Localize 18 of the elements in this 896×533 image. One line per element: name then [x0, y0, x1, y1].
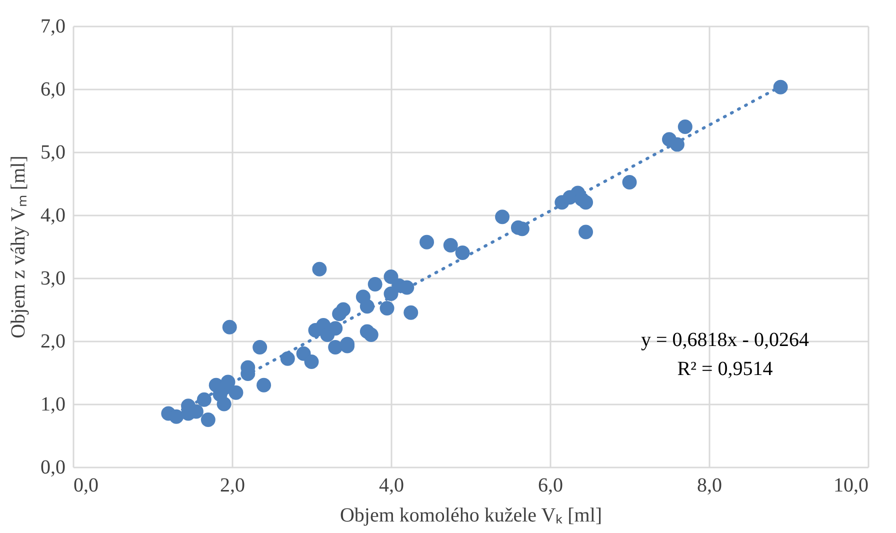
y-axis-title: Objem z váhy Vₘ [ml] [8, 156, 30, 338]
x-axis-title: Objem komolého kužele Vₖ [ml] [340, 504, 602, 526]
x-tick-label: 2,0 [220, 474, 245, 496]
y-tick-label: 2,0 [40, 330, 66, 352]
x-tick-label: 0,0 [74, 474, 98, 496]
x-tick-label: 6,0 [538, 474, 563, 496]
y-tick-label: 4,0 [40, 204, 66, 226]
y-tick-label: 5,0 [40, 142, 66, 164]
y-tick-label: 6,0 [40, 78, 66, 100]
y-tick-label: 1,0 [40, 394, 66, 416]
y-tick-label: 3,0 [40, 268, 66, 290]
y-tick-label: 0,0 [40, 456, 66, 478]
y-tick-label: 7,0 [40, 16, 66, 38]
x-tick-label: 8,0 [697, 474, 722, 496]
annotation: y = 0,6818x - 0,0264 [641, 329, 809, 351]
x-tick-label: 4,0 [379, 474, 404, 496]
annotation: R² = 0,9514 [677, 358, 773, 380]
x-tick-label: 10,0 [834, 474, 868, 496]
